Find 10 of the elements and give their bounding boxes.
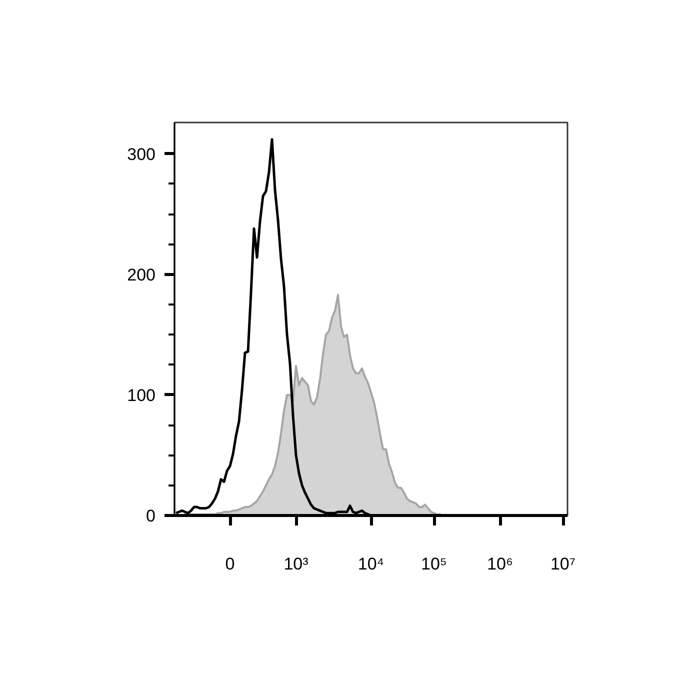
x-tick-label: 10⁶ [487, 554, 513, 574]
y-tick-label: 0 [146, 506, 156, 526]
y-tick-label: 200 [127, 265, 156, 284]
y-tick-label: 100 [127, 386, 156, 405]
x-tick-label: 10³ [284, 554, 309, 574]
x-tick-label: 0 [225, 554, 235, 574]
y-tick-label: 300 [127, 144, 156, 164]
x-tick-label: 10⁵ [421, 554, 447, 574]
x-tick-label: 10⁴ [358, 554, 384, 574]
x-tick-label: 10⁷ [550, 554, 576, 574]
